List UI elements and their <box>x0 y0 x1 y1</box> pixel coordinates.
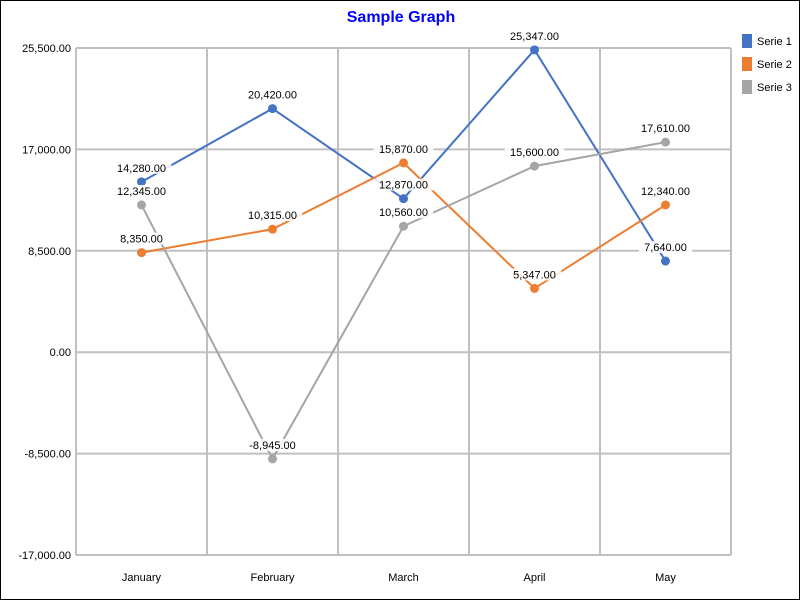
data-label-bg <box>373 142 434 155</box>
y-tick-label: -17,000.00 <box>18 550 71 562</box>
data-label-bg <box>114 232 169 245</box>
x-tick-label: March <box>388 572 419 584</box>
data-point <box>137 177 146 187</box>
data-label: 7,640.00 <box>644 242 687 254</box>
y-tick-label: 17,000.00 <box>22 144 71 156</box>
chart-title: Sample Graph <box>347 9 455 26</box>
data-label-bg <box>111 184 172 197</box>
data-point <box>399 158 408 168</box>
data-label: 14,280.00 <box>117 163 166 175</box>
data-label-bg <box>504 146 565 159</box>
data-point <box>661 200 670 210</box>
data-label: 12,340.00 <box>641 186 690 198</box>
data-label-bg <box>242 438 303 451</box>
data-point <box>137 200 146 210</box>
data-label-bg <box>373 206 434 219</box>
data-point <box>399 194 408 204</box>
data-label-bg <box>635 184 696 197</box>
data-point <box>399 221 408 231</box>
data-label: 15,600.00 <box>510 147 559 159</box>
legend-swatch <box>742 34 752 48</box>
data-label: 10,315.00 <box>248 210 297 222</box>
data-label-bg <box>635 122 696 135</box>
data-label: 17,610.00 <box>641 123 690 135</box>
legend-label: Serie 1 <box>757 36 792 48</box>
data-point <box>268 454 277 464</box>
data-label-bg <box>507 268 562 281</box>
data-label: 25,347.00 <box>510 31 559 43</box>
data-point <box>530 283 539 293</box>
data-label: 15,870.00 <box>379 144 428 156</box>
legend-label: Serie 2 <box>757 59 792 71</box>
legend-swatch <box>742 80 752 94</box>
data-label-bg <box>111 161 172 174</box>
data-point <box>530 161 539 171</box>
data-label: 8,350.00 <box>120 234 163 246</box>
data-label-bg <box>638 241 693 254</box>
x-tick-label: January <box>122 572 162 584</box>
x-tick-label: May <box>655 572 676 584</box>
legend-label: Serie 3 <box>757 82 792 94</box>
data-point <box>268 104 277 114</box>
data-label: -8,945.00 <box>249 440 295 452</box>
x-tick-label: April <box>523 572 545 584</box>
y-tick-label: 0.00 <box>50 347 71 359</box>
y-tick-label: 8,500.00 <box>28 246 71 258</box>
y-tick-label: 25,500.00 <box>22 43 71 55</box>
data-label: 5,347.00 <box>513 269 556 281</box>
data-point <box>137 248 146 258</box>
data-point <box>530 45 539 55</box>
data-point <box>268 224 277 234</box>
y-tick-label: -8,500.00 <box>25 449 71 461</box>
data-label-bg <box>242 88 303 101</box>
data-label: 20,420.00 <box>248 90 297 102</box>
data-label: 10,560.00 <box>379 207 428 219</box>
x-tick-label: February <box>250 572 295 584</box>
data-label: 12,870.00 <box>379 180 428 192</box>
data-label-bg <box>242 209 303 222</box>
data-point <box>661 137 670 147</box>
data-label-bg <box>373 178 434 191</box>
data-point <box>661 256 670 266</box>
legend-swatch <box>742 57 752 71</box>
data-label: 12,345.00 <box>117 186 166 198</box>
data-label-bg <box>504 29 565 42</box>
